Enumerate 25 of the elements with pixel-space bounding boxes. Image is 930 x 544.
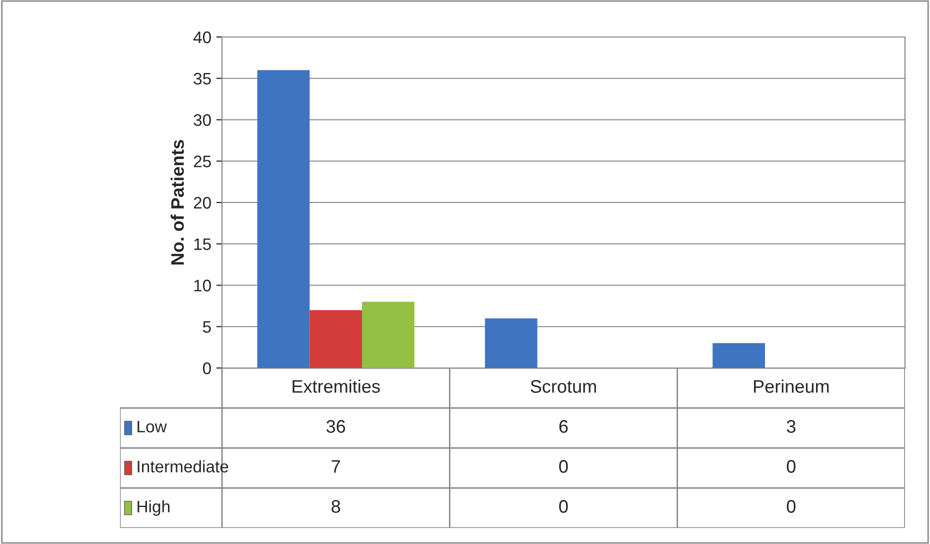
y-tick-label: 35 <box>194 72 211 85</box>
y-tick-label: 0 <box>202 362 211 374</box>
x-tick-label: Scrotum <box>530 380 596 393</box>
y-tick-label: 5 <box>202 321 211 333</box>
y-axis-title: No. of Patients <box>170 140 184 264</box>
y-tick-label: 15 <box>194 238 211 250</box>
data-label: 7 <box>332 460 340 473</box>
y-tick-label: 30 <box>194 114 211 126</box>
data-label: 0 <box>559 500 568 513</box>
data-label: 0 <box>786 500 796 513</box>
data-label: 3 <box>786 420 796 433</box>
data-label: 8 <box>332 500 340 513</box>
x-tick-label: Perineum <box>754 380 829 393</box>
data-label: 36 <box>326 420 346 433</box>
legend-label: High <box>138 500 170 516</box>
x-tick-label: Extremities <box>292 380 380 393</box>
data-label: 6 <box>559 420 568 433</box>
y-tick-label: 20 <box>194 196 211 209</box>
y-tick-label: 10 <box>194 280 211 292</box>
data-label: 0 <box>559 460 568 473</box>
legend-label: Intermediate <box>138 460 228 472</box>
y-tick-label: 25 <box>194 156 211 168</box>
data-label: 0 <box>786 460 796 473</box>
y-tick-label: 40 <box>193 31 211 44</box>
legend-label: Low <box>138 420 167 432</box>
